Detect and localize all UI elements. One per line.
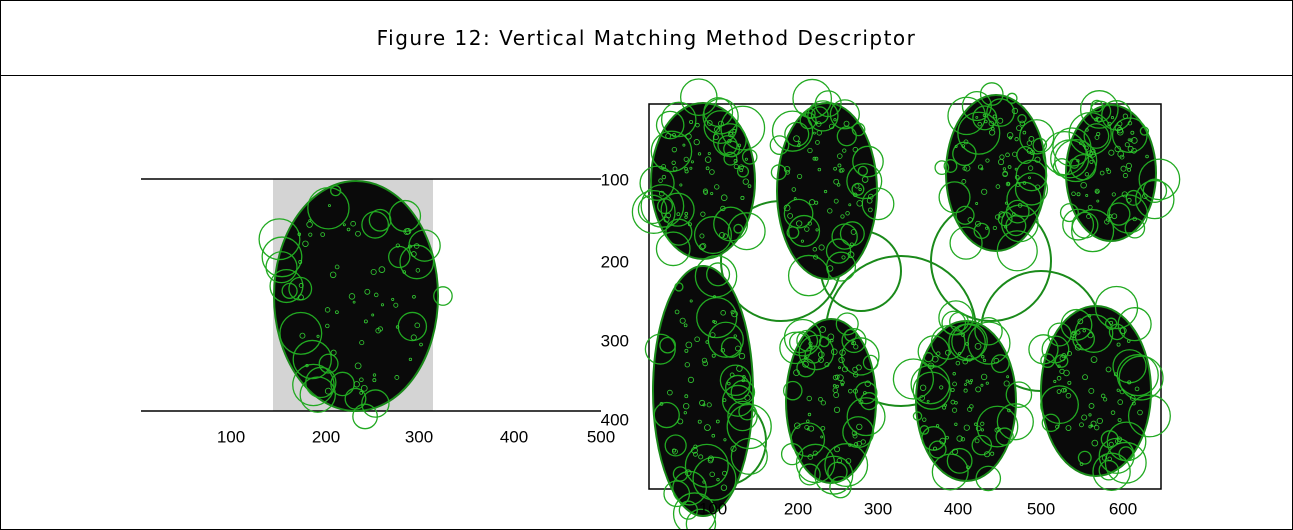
figure-frame: Figure 12: Vertical Matching Method Desc… xyxy=(0,0,1293,530)
x-tick-label: 200 xyxy=(784,499,812,518)
y-tick-label: 100 xyxy=(601,170,629,189)
x-tick-label: 600 xyxy=(1109,499,1137,518)
x-tick-label: 200 xyxy=(312,427,340,446)
figure-image: 1002003004005001002003004005006001002003… xyxy=(1,1,1292,529)
x-tick-label: 300 xyxy=(864,499,892,518)
y-tick-label: 400 xyxy=(601,410,629,429)
x-tick-label: 400 xyxy=(944,499,972,518)
x-tick-label: 300 xyxy=(405,427,433,446)
x-tick-label: 400 xyxy=(500,427,528,446)
x-tick-label: 500 xyxy=(587,427,615,446)
x-tick-label: 100 xyxy=(699,499,727,518)
x-tick-label: 100 xyxy=(217,427,245,446)
y-tick-label: 300 xyxy=(601,331,629,350)
y-tick-label: 200 xyxy=(601,252,629,271)
x-tick-label: 500 xyxy=(1027,499,1055,518)
